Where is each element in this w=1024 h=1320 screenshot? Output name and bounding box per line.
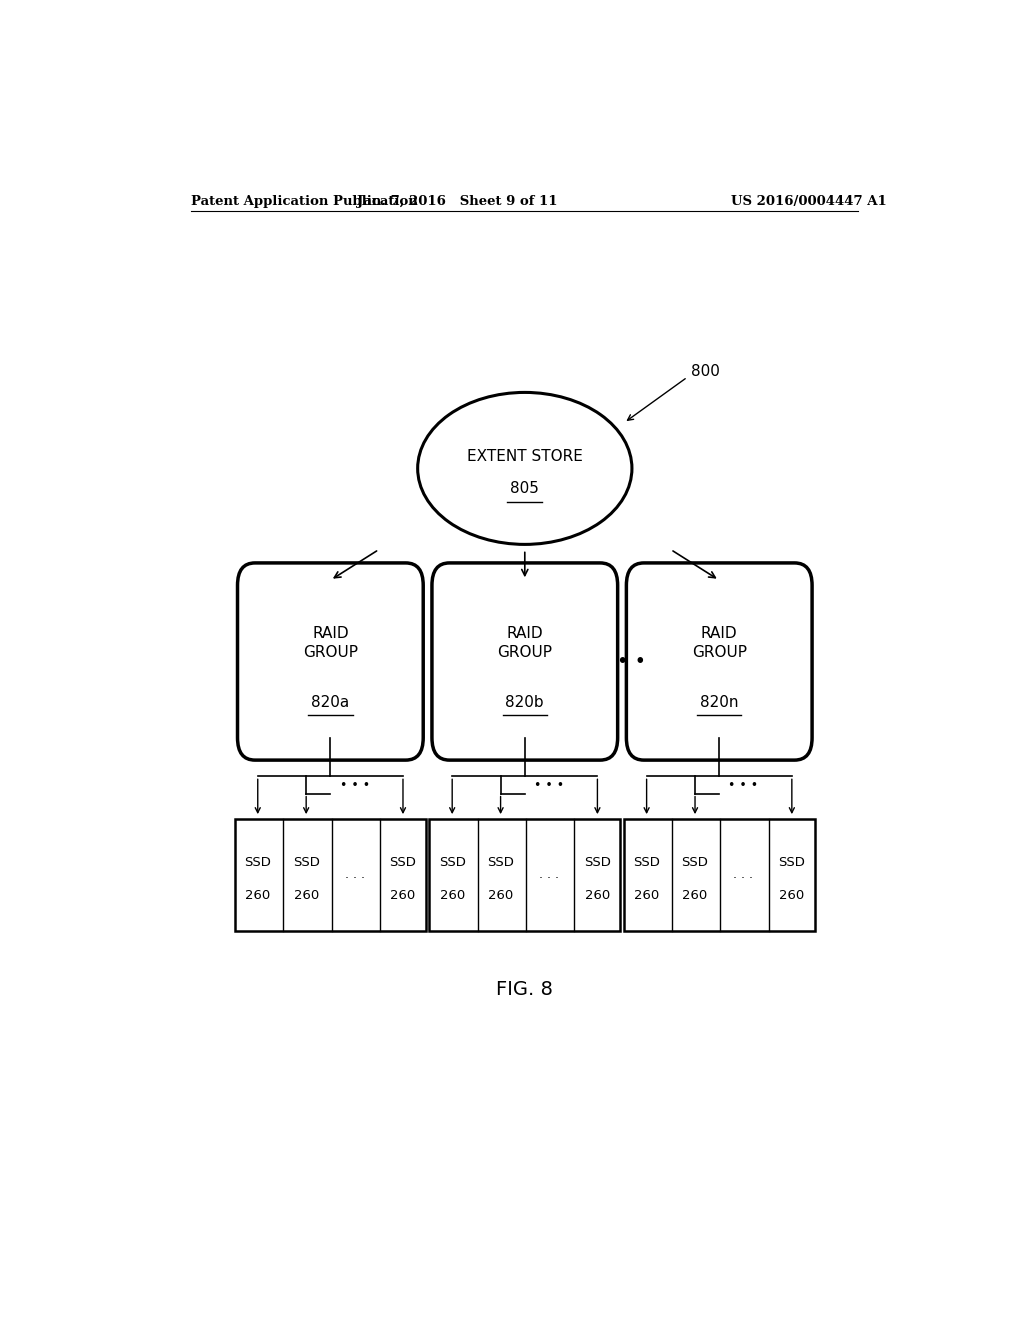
Text: 820a: 820a <box>311 694 349 710</box>
Text: 260: 260 <box>245 888 270 902</box>
Text: 260: 260 <box>439 888 465 902</box>
Text: RAID
GROUP: RAID GROUP <box>303 627 357 660</box>
Text: SSD: SSD <box>682 857 709 870</box>
Text: • • •: • • • <box>340 779 370 792</box>
Text: EXTENT STORE: EXTENT STORE <box>467 449 583 463</box>
Text: SSD: SSD <box>438 857 466 870</box>
Text: SSD: SSD <box>584 857 611 870</box>
Text: 260: 260 <box>779 888 805 902</box>
FancyBboxPatch shape <box>238 562 423 760</box>
Bar <box>429 818 621 931</box>
Text: Jan. 7, 2016   Sheet 9 of 11: Jan. 7, 2016 Sheet 9 of 11 <box>357 194 558 207</box>
Text: 820n: 820n <box>700 694 738 710</box>
Text: . . .: . . . <box>539 869 559 882</box>
Text: 260: 260 <box>682 888 708 902</box>
Text: SSD: SSD <box>778 857 805 870</box>
Bar <box>234 818 426 931</box>
Text: SSD: SSD <box>633 857 660 870</box>
Text: SSD: SSD <box>293 857 319 870</box>
Text: . . .: . . . <box>733 869 754 882</box>
Text: SSD: SSD <box>487 857 514 870</box>
FancyBboxPatch shape <box>432 562 617 760</box>
Text: 260: 260 <box>634 888 659 902</box>
Text: US 2016/0004447 A1: US 2016/0004447 A1 <box>731 194 887 207</box>
Text: 820b: 820b <box>506 694 544 710</box>
Text: Patent Application Publication: Patent Application Publication <box>191 194 418 207</box>
Text: • • •: • • • <box>534 779 564 792</box>
Text: 260: 260 <box>390 888 416 902</box>
Text: SSD: SSD <box>245 857 271 870</box>
Text: . . .: . . . <box>344 869 365 882</box>
Text: SSD: SSD <box>389 857 417 870</box>
Text: • •: • • <box>617 652 646 671</box>
Text: 800: 800 <box>691 364 720 379</box>
Text: FIG. 8: FIG. 8 <box>497 981 553 999</box>
Text: RAID
GROUP: RAID GROUP <box>498 627 552 660</box>
Text: 260: 260 <box>488 888 513 902</box>
Text: • • •: • • • <box>728 779 759 792</box>
Text: 805: 805 <box>510 482 540 496</box>
Bar <box>624 818 815 931</box>
Text: 260: 260 <box>294 888 318 902</box>
Text: 260: 260 <box>585 888 610 902</box>
Text: RAID
GROUP: RAID GROUP <box>692 627 746 660</box>
FancyBboxPatch shape <box>627 562 812 760</box>
